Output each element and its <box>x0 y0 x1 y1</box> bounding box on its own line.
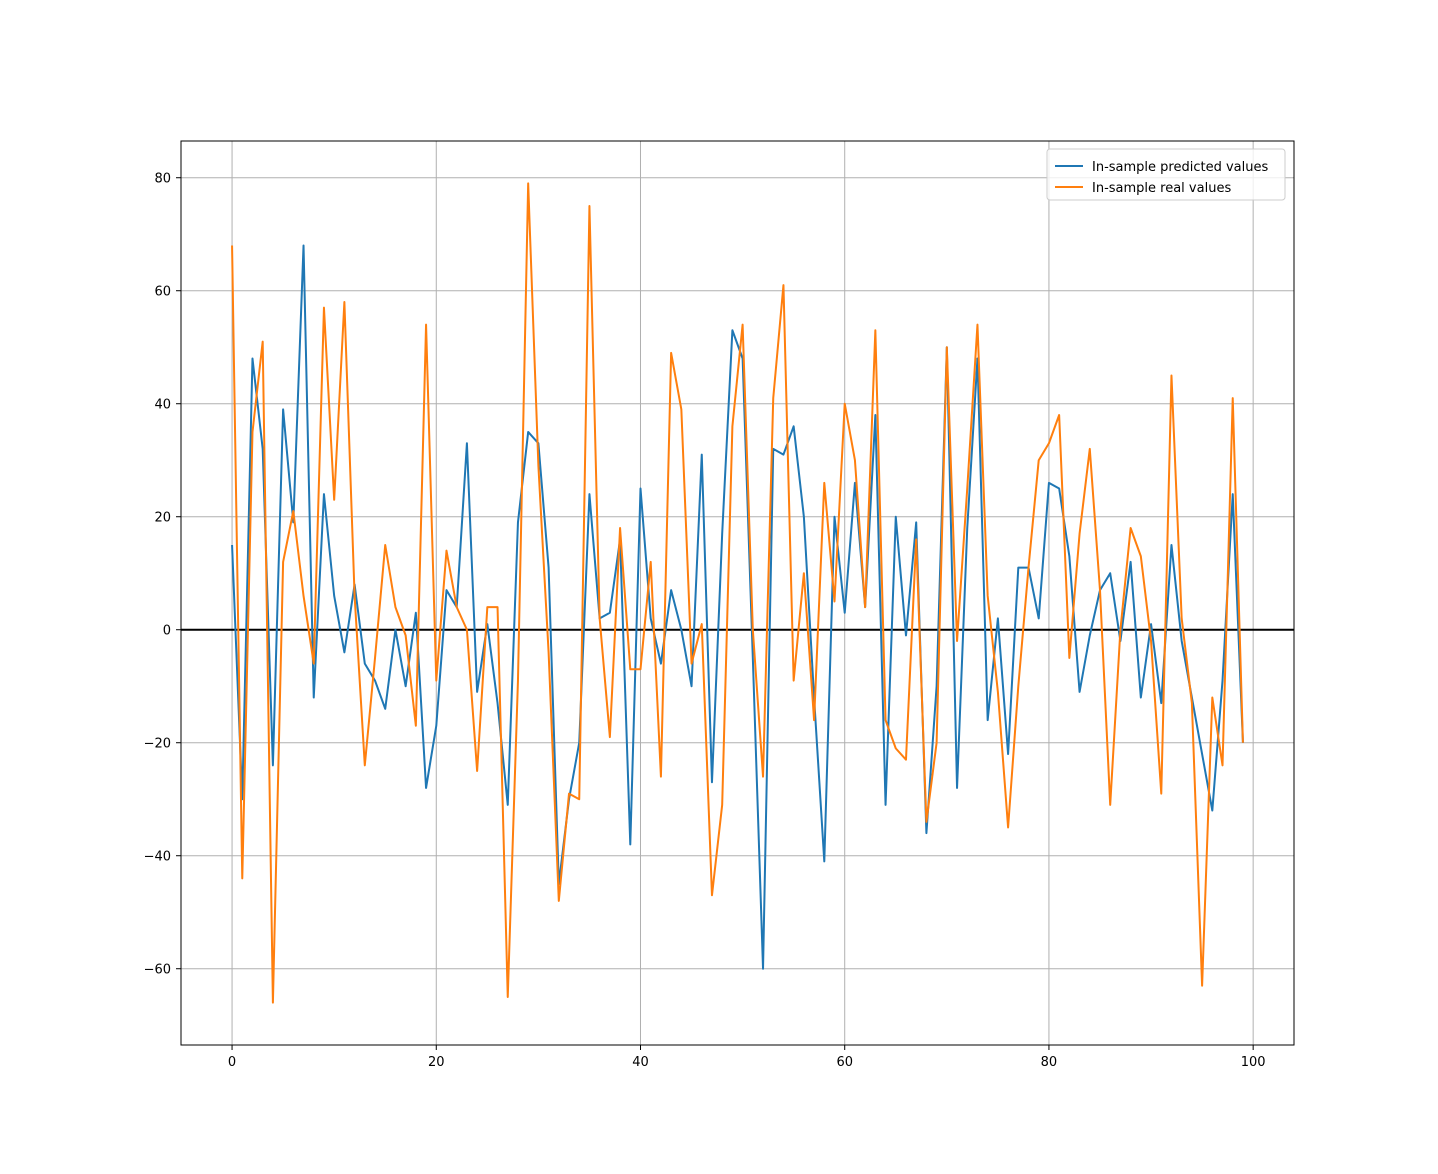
y-tick-label: 0 <box>163 624 171 639</box>
legend-label-1: In-sample predicted values <box>1092 160 1268 175</box>
y-tick-label: 40 <box>154 398 171 413</box>
x-tick-label: 40 <box>632 1055 649 1070</box>
y-tick-label: −40 <box>144 850 171 865</box>
series-line-1 <box>231 244 1244 970</box>
y-axis: −60 −40 −20 0 20 40 60 80 <box>144 172 181 978</box>
y-tick-label: 20 <box>154 511 171 526</box>
plot-frame <box>180 140 1295 1046</box>
x-tick-label: 80 <box>1041 1055 1058 1070</box>
legend-box <box>1046 148 1286 201</box>
x-tick-label: 60 <box>836 1055 853 1070</box>
series-group <box>231 182 1244 1004</box>
x-axis: 0 20 40 60 80 100 <box>228 1045 1266 1070</box>
x-tick-label: 100 <box>1241 1055 1266 1070</box>
x-tick-label: 0 <box>228 1055 236 1070</box>
series-line-2 <box>231 182 1244 1004</box>
legend: In-sample predicted values In-sample real… <box>1046 148 1286 201</box>
y-tick-label: −20 <box>144 737 171 752</box>
y-tick-label: 60 <box>154 285 171 300</box>
y-tick-label: −60 <box>144 963 171 978</box>
x-tick-label: 20 <box>428 1055 445 1070</box>
legend-label-2: In-sample real values <box>1092 181 1231 196</box>
y-tick-label: 80 <box>154 172 171 187</box>
